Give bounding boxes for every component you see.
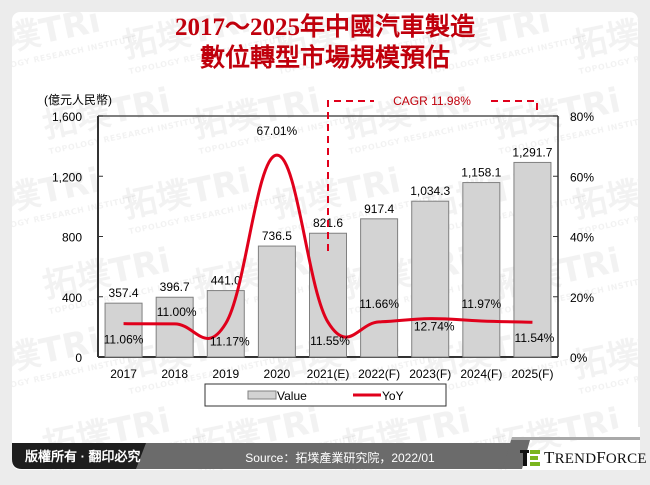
x-tick-label: 2022(F) — [358, 367, 400, 381]
cagr-bracket-left — [327, 100, 374, 251]
copyright-text: 版權所有 · 翻印必究 — [25, 449, 141, 464]
yoy-value-label: 11.55% — [310, 334, 350, 348]
source-text: Source：拓墣產業研究院，2022/01 — [245, 451, 435, 465]
bar-value-label: 917.4 — [364, 202, 394, 216]
x-tick-label: 2025(F) — [511, 367, 553, 381]
bar-2020 — [257, 245, 296, 358]
right-tick-label: 40% — [570, 231, 594, 245]
bar-value-label: 1,158.1 — [461, 166, 501, 180]
x-tick-label: 2024(F) — [460, 367, 502, 381]
bar-value-label: 396.7 — [160, 280, 190, 294]
legend-value-swatch — [247, 390, 277, 400]
bar-2023(F) — [411, 200, 450, 358]
bar-value-label: 1,034.3 — [410, 184, 450, 198]
bar-2017 — [104, 302, 143, 358]
x-tick-label: 2019 — [212, 367, 239, 381]
legend-yoy-label: YoY — [382, 389, 404, 403]
bar-value-label: 441.0 — [211, 274, 241, 288]
bar-2025(F) — [513, 161, 552, 358]
bar-2022(F) — [360, 218, 399, 358]
bar-2024(F) — [462, 182, 501, 358]
yoy-value-label: 11.97% — [461, 297, 501, 311]
right-tick-label: 60% — [570, 170, 594, 184]
yoy-value-label: 11.06% — [104, 333, 144, 347]
left-tick-label: 400 — [62, 291, 82, 305]
yoy-value-label: 11.00% — [157, 305, 197, 319]
yoy-line — [123, 153, 533, 340]
yoy-value-label: 11.17% — [210, 334, 250, 348]
x-tick-label: 2018 — [161, 367, 188, 381]
y-axis-unit-label: (億元人民幣) — [44, 93, 112, 107]
trendforce-mark-icon — [520, 450, 540, 466]
right-tick-label: 0% — [570, 351, 588, 365]
x-tick-label: 2017 — [110, 367, 137, 381]
left-tick-label: 0 — [75, 351, 82, 365]
right-tick-label: 20% — [570, 291, 594, 305]
chart-title-line1: 2017～2025年中國汽車製造 — [174, 14, 475, 41]
yoy-value-label: 12.74% — [414, 320, 455, 334]
x-tick-label: 2020 — [264, 367, 291, 381]
x-tick-label: 2023(F) — [409, 367, 451, 381]
right-tick-label: 80% — [570, 110, 594, 124]
left-tick-label: 800 — [62, 231, 82, 245]
yoy-value-label: 11.54% — [515, 331, 555, 345]
chart-title-line2: 數位轉型市場規模預估 — [199, 45, 450, 72]
yoy-value-label: 67.01% — [257, 124, 298, 138]
legend-box — [204, 383, 447, 407]
bar-value-label: 1,291.7 — [512, 145, 552, 159]
cagr-label: CAGR 11.98% — [393, 94, 471, 108]
x-tick-label: 2021(E) — [307, 367, 350, 381]
legend-value-label: Value — [277, 389, 307, 403]
left-tick-label: 1,600 — [52, 110, 82, 124]
bar-value-label: 357.4 — [109, 286, 139, 300]
trendforce-logo: TRENDFORCE — [520, 448, 647, 467]
trendforce-wordmark: TRENDFORCE — [544, 448, 647, 467]
cagr-bracket-right — [491, 100, 538, 113]
left-tick-label: 1,200 — [52, 170, 82, 184]
bar-value-label: 736.5 — [262, 229, 292, 243]
chart-title: 2017～2025年中國汽車製造 數位轉型市場規模預估 — [12, 12, 638, 74]
yoy-value-label: 11.66% — [359, 297, 399, 311]
